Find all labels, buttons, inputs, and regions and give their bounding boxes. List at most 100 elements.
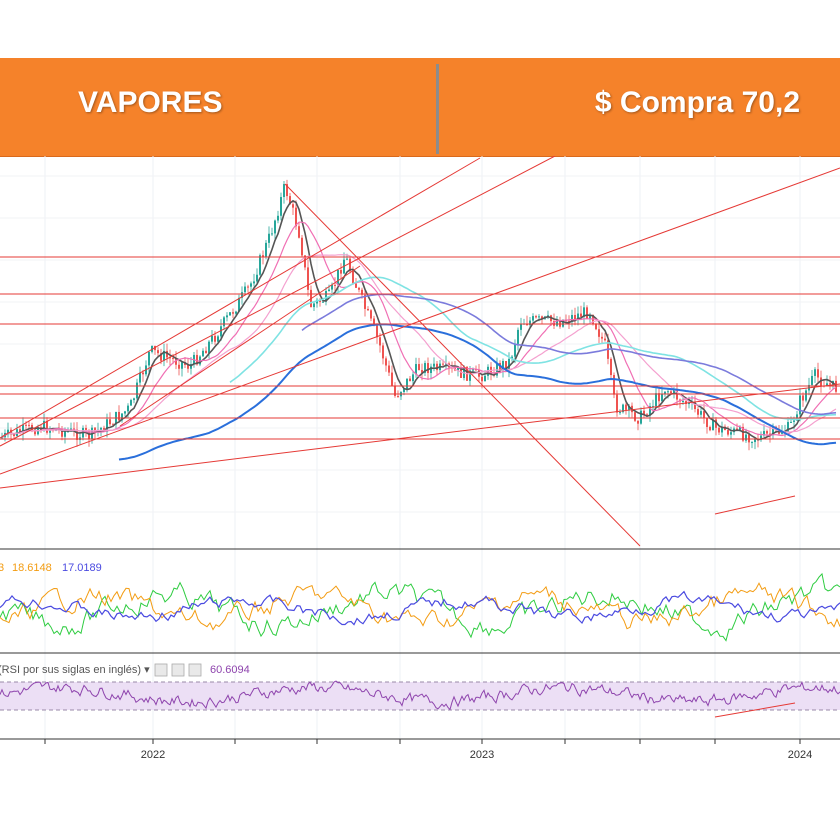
price-chart[interactable]: 2022 2023 2024 3 18.6148 17.0189 (RSI por sus…: [0, 156, 840, 840]
candle-body: [406, 378, 408, 389]
candle-body: [1, 437, 3, 439]
candle-body: [46, 420, 48, 433]
candle-body: [583, 307, 585, 317]
eye-icon: [154, 663, 168, 677]
candle-body: [682, 401, 684, 403]
candle-body: [292, 204, 294, 208]
candle-body: [760, 435, 762, 441]
candle-body: [484, 375, 486, 382]
candle-body: [202, 350, 204, 357]
candle-body: [580, 313, 582, 317]
rsi-panel: [0, 680, 840, 718]
candle-body: [532, 316, 534, 321]
candle-body: [325, 291, 327, 302]
candle-body: [364, 294, 366, 309]
rsi-legend-title: (RSI por sus siglas en inglés) ▾: [0, 664, 150, 676]
candle-body: [655, 393, 657, 407]
chart-grid: [0, 156, 840, 740]
candle-body: [514, 343, 516, 357]
candle-body: [673, 389, 675, 394]
candle-body: [232, 312, 234, 314]
candle-body: [61, 428, 63, 437]
candle-body: [280, 197, 282, 216]
candle-body: [142, 372, 144, 375]
candle-body: [391, 372, 393, 386]
candle-body: [442, 363, 444, 365]
ticker-label: VAPORES: [78, 86, 223, 119]
candle-body: [139, 372, 141, 383]
candle-body: [301, 237, 303, 256]
candle-body: [247, 286, 249, 288]
rsi-band: [0, 682, 840, 710]
candle-body: [805, 390, 807, 401]
candle-body: [187, 364, 189, 369]
candle-body: [826, 383, 828, 386]
candle-body: [736, 428, 738, 430]
candle-body: [766, 431, 768, 434]
trend-line: [284, 183, 641, 547]
banner-divider: [436, 64, 439, 154]
dmi-legend-value: 18.6148: [12, 562, 52, 574]
candle-body: [49, 429, 51, 433]
candle-body: [622, 404, 624, 413]
candle-body: [628, 405, 630, 410]
candle-body: [13, 433, 15, 437]
candle-body: [700, 411, 702, 415]
candle-body: [274, 220, 276, 234]
close-icon: [188, 663, 202, 677]
candle-body: [136, 382, 138, 399]
candle-body: [370, 310, 372, 319]
candle-body: [271, 233, 273, 235]
candle-body: [379, 337, 381, 346]
candle-body: [214, 335, 216, 342]
candle-body: [505, 360, 507, 370]
candle-body: [166, 350, 168, 358]
candle-body: [730, 432, 732, 435]
candle-body: [643, 410, 645, 415]
candle-body: [352, 271, 354, 284]
candle-body: [133, 398, 135, 401]
candle-body: [616, 394, 618, 413]
candle-body: [415, 364, 417, 375]
candle-body: [529, 320, 531, 326]
candle-body: [742, 426, 744, 441]
candle-body: [601, 336, 603, 339]
candle-body: [298, 226, 300, 238]
candle-body: [355, 283, 357, 288]
candle-body: [781, 432, 783, 434]
candle-body: [694, 402, 696, 410]
trend-line: [119, 265, 361, 427]
candle-body: [403, 388, 405, 392]
candle-body: [85, 427, 87, 432]
candle-body: [175, 358, 177, 365]
candle-body: [262, 255, 264, 257]
candle-body: [289, 196, 291, 205]
candle-body: [121, 413, 123, 421]
candle-body: [661, 394, 663, 402]
candle-body: [235, 311, 237, 314]
candle-body: [328, 289, 330, 292]
candle-body: [22, 424, 24, 433]
candle-body: [640, 410, 642, 424]
candle-body: [604, 338, 606, 341]
candle-body: [475, 369, 477, 371]
candle-body: [802, 395, 804, 401]
candle-body: [610, 358, 612, 376]
candle-body: [709, 427, 711, 431]
dmi-panel: [0, 572, 840, 642]
candle-body: [25, 424, 27, 426]
candle-body: [100, 427, 102, 430]
rsi-trend-line: [714, 702, 796, 718]
candle-body: [163, 350, 165, 361]
candle-body: [238, 297, 240, 312]
candle-body: [286, 184, 288, 197]
candle-body: [562, 319, 564, 327]
candle-body: [388, 365, 390, 373]
candle-body: [367, 308, 369, 311]
ma-blue-line: [301, 293, 837, 416]
candle-body: [664, 391, 666, 395]
candle-body: [220, 326, 222, 337]
candle-body: [313, 303, 315, 308]
ma-light-pink-line: [1, 254, 837, 438]
candle-body: [43, 420, 45, 431]
